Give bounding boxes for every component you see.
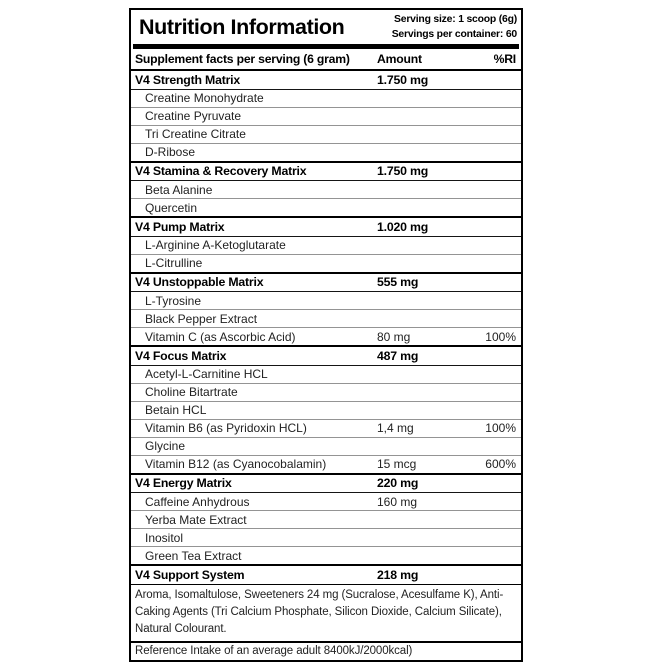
matrix-row: V4 Pump Matrix 1.020 mg [131, 216, 521, 236]
matrix-row: V4 Strength Matrix 1.750 mg [131, 71, 521, 89]
row-amount: 1.020 mg [377, 219, 429, 234]
matrix-row: V4 Support System 218 mg [131, 564, 521, 584]
row-name: Quercetin [145, 200, 198, 215]
row-amount: 487 mg [377, 348, 419, 363]
servings-per-container-text: Servings per container: 60 [391, 28, 518, 40]
column-header-amount: Amount [377, 52, 422, 67]
row-name: V4 Unstoppable Matrix [135, 275, 264, 290]
row-name: Vitamin C (as Ascorbic Acid) [145, 329, 296, 344]
row-name: Glycine [145, 439, 186, 454]
serving-size-text: Serving size: 1 scoop (6g) [394, 14, 517, 25]
column-header-row: Supplement facts per serving (6 gram) Am… [131, 49, 521, 72]
row-name: V4 Focus Matrix [135, 348, 227, 363]
ingredient-row: Caffeine Anhydrous 160 mg [131, 492, 521, 510]
label-title: Nutrition Information [139, 14, 345, 39]
row-amount: 555 mg [377, 275, 419, 290]
row-name: L-Citrulline [145, 256, 203, 271]
ingredient-row: Choline Bitartrate [131, 382, 521, 401]
row-name: Creatine Pyruvate [145, 109, 242, 124]
row-amount: 80 mg [377, 329, 411, 344]
ingredient-row: Vitamin B6 (as Pyridoxin HCL) 1,4 mg 100% [131, 418, 521, 437]
row-name: V4 Stamina & Recovery Matrix [135, 164, 307, 179]
ingredient-row: Yerba Mate Extract [131, 510, 521, 528]
row-name: V4 Support System [135, 567, 245, 582]
row-amount: 218 mg [377, 567, 419, 582]
additives-footnote: Aroma, Isomaltulose, Sweeteners 24 mg (S… [131, 583, 521, 642]
column-header-facts: Supplement facts per serving (6 gram) [135, 52, 350, 67]
facts-rows: V4 Strength Matrix 1.750 mg Creatine Monoh… [131, 71, 521, 584]
reference-intake-note: Reference Intake of an average adult 840… [131, 641, 521, 660]
row-name: Beta Alanine [145, 182, 213, 197]
row-name: V4 Energy Matrix [135, 476, 232, 491]
matrix-row: V4 Energy Matrix 220 mg [131, 472, 521, 493]
ingredient-row: Tri Creatine Citrate [131, 124, 521, 143]
ingredient-row: Beta Alanine [131, 180, 521, 198]
matrix-row: V4 Unstoppable Matrix 555 mg [131, 271, 521, 292]
header-divider-bar [133, 44, 519, 50]
row-amount: 1.750 mg [377, 72, 429, 87]
ingredient-row: Green Tea Extract [131, 546, 521, 564]
row-name: Tri Creatine Citrate [145, 127, 246, 142]
row-name: Caffeine Anhydrous [145, 494, 250, 509]
row-amount: 220 mg [377, 476, 419, 491]
row-amount: 15 mcg [377, 457, 417, 472]
ingredient-row: Betain HCL [131, 400, 521, 419]
ingredient-row: L-Arginine A-Ketoglutarate [131, 235, 521, 254]
column-header-ri: %RI [493, 52, 517, 67]
row-name: Vitamin B12 (as Cyanocobalamin) [145, 457, 327, 472]
ingredient-row: L-Tyrosine [131, 291, 521, 309]
row-ri: 100% [485, 421, 516, 436]
row-name: L-Arginine A-Ketoglutarate [145, 238, 286, 253]
row-ri: 600% [485, 457, 516, 472]
matrix-row: V4 Stamina & Recovery Matrix 1.750 mg [131, 160, 521, 181]
matrix-row: V4 Focus Matrix 487 mg [131, 345, 521, 365]
ingredient-row: Inositol [131, 528, 521, 546]
row-name: Black Pepper Extract [145, 311, 258, 326]
row-name: V4 Pump Matrix [135, 219, 225, 234]
serving-info: Serving size: 1 scoop (6g) Servings per … [391, 13, 518, 42]
row-ri: 100% [485, 329, 516, 344]
ingredient-row: Acetyl-L-Carnitine HCL [131, 364, 521, 383]
row-name: Inositol [145, 530, 184, 545]
ingredient-row: Glycine [131, 436, 521, 455]
ingredient-row: Vitamin B12 (as Cyanocobalamin) 15 mcg 600… [131, 454, 521, 473]
row-amount: 160 mg [377, 494, 418, 509]
row-name: Vitamin B6 (as Pyridoxin HCL) [145, 421, 307, 436]
row-name: V4 Strength Matrix [135, 72, 241, 87]
ingredient-row: Quercetin [131, 198, 521, 216]
ingredient-row: Creatine Monohydrate [131, 88, 521, 107]
row-name: D-Ribose [145, 145, 196, 160]
row-name: Betain HCL [145, 403, 207, 418]
ingredient-row: Black Pepper Extract [131, 309, 521, 327]
ingredient-row: Vitamin C (as Ascorbic Acid) 80 mg 100% [131, 327, 521, 345]
ingredient-row: Creatine Pyruvate [131, 106, 521, 125]
row-name: Yerba Mate Extract [145, 512, 247, 527]
row-name: Creatine Monohydrate [145, 91, 264, 106]
label-header: Nutrition Information Serving size: 1 sc… [131, 10, 521, 44]
row-name: Green Tea Extract [145, 548, 242, 563]
row-name: L-Tyrosine [145, 293, 202, 308]
ingredient-row: D-Ribose [131, 142, 521, 161]
ingredient-row: L-Citrulline [131, 253, 521, 272]
row-name: Acetyl-L-Carnitine HCL [145, 367, 268, 382]
row-amount: 1.750 mg [377, 164, 429, 179]
row-amount: 1,4 mg [377, 421, 414, 436]
nutrition-label: Nutrition Information Serving size: 1 sc… [129, 8, 523, 662]
row-name: Choline Bitartrate [145, 385, 238, 400]
